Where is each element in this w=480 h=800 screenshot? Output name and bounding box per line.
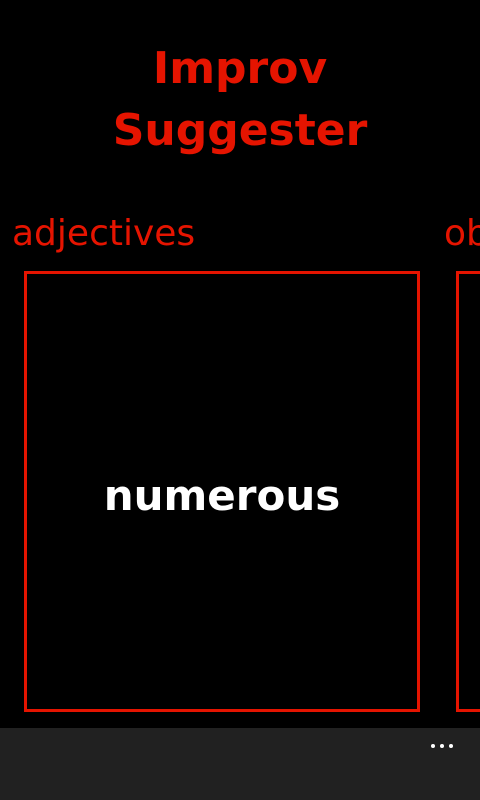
suggestion-word: numerous	[103, 471, 341, 520]
pivot-header-next[interactable]: ob	[444, 213, 480, 254]
suggestion-card-next[interactable]	[456, 271, 480, 712]
app-title-line1: Improv	[152, 43, 328, 94]
ellipsis-icon	[431, 744, 453, 748]
app-bar	[0, 728, 480, 800]
suggestion-card-adjectives[interactable]: numerous	[24, 271, 420, 712]
more-button[interactable]	[422, 732, 462, 760]
pivot-header-adjectives[interactable]: adjectives	[12, 213, 196, 254]
app-title-line2: Suggester	[112, 105, 368, 156]
app-title: Improv Suggester	[0, 38, 480, 162]
